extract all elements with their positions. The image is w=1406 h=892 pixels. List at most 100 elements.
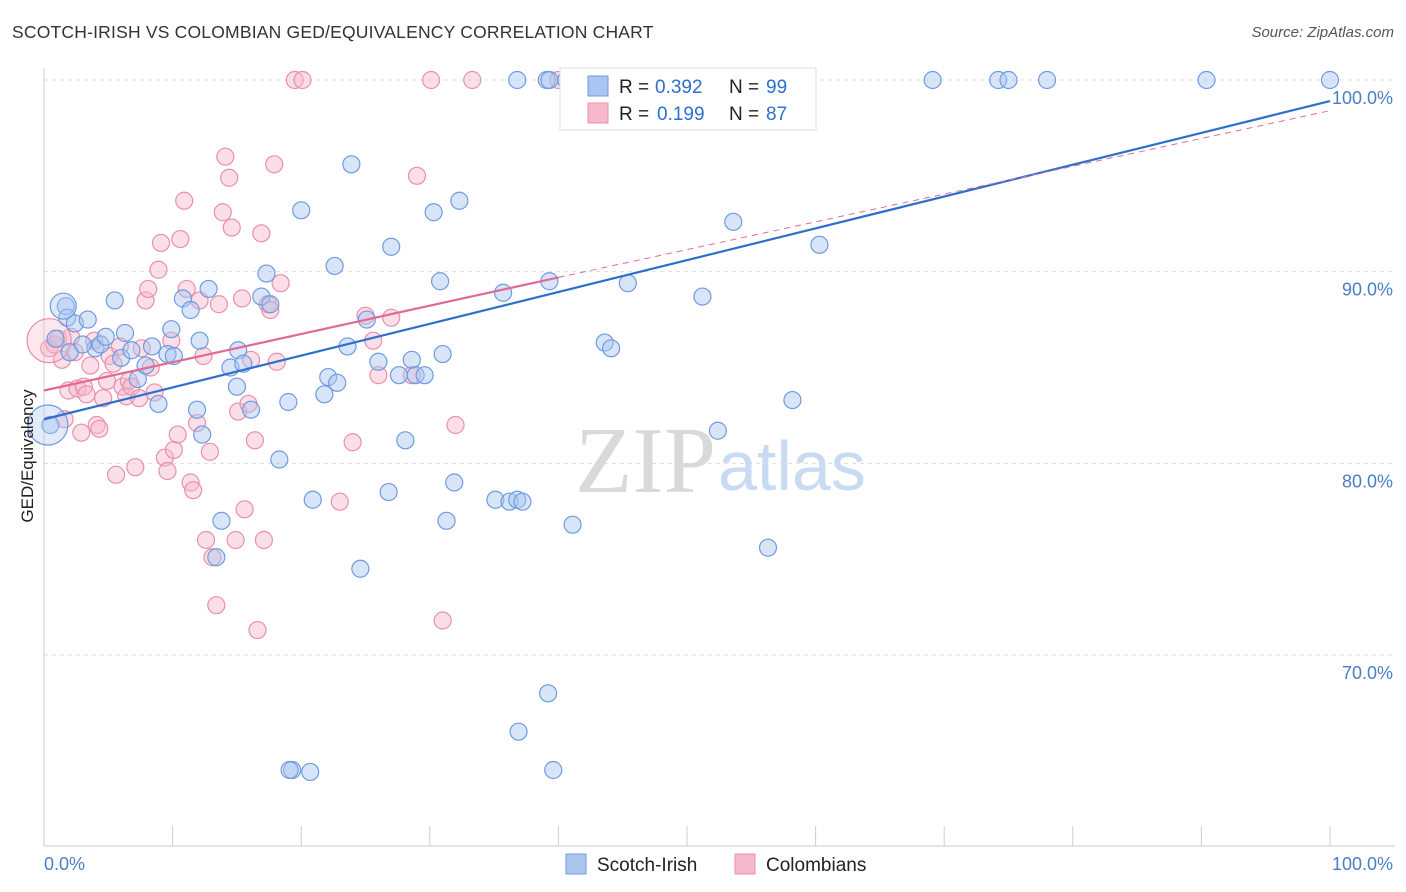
scotch-irish-point-58 (450, 191, 469, 210)
scotch-irish-point-34 (280, 760, 299, 780)
colombians-point-45 (187, 413, 207, 433)
chart-title: SCOTCH-IRISH VS COLOMBIAN GED/EQUIVALENC… (12, 22, 654, 42)
colombians-point-34 (151, 233, 171, 253)
scotch-irish-point-77 (693, 287, 712, 306)
colombians-point-60 (235, 500, 254, 519)
scotch-irish-point-47 (382, 237, 401, 256)
colombians-point-41 (175, 191, 194, 210)
scotch-irish-point-49 (396, 431, 415, 450)
scotch-irish-point-50 (402, 350, 421, 369)
scotch-irish-point-89 (1197, 70, 1216, 90)
colombians-point-78 (369, 366, 388, 385)
colombians-point-53 (213, 203, 232, 222)
scotch-irish-point-57 (445, 473, 464, 492)
colombians-point-15 (90, 419, 109, 438)
legend-r-label-2: R = (619, 104, 649, 125)
scotch-irish-point-3 (78, 310, 97, 329)
colombians-trend-line (43, 276, 559, 392)
bottom-legend-scotch-irish: Scotch-Irish (597, 855, 697, 876)
colombians-point-16 (94, 389, 113, 408)
source-label: Source: ZipAtlas.com (1251, 24, 1394, 41)
colombians-point-33 (149, 260, 168, 279)
colombians-point-84 (446, 415, 465, 435)
colombians-point-49 (200, 442, 219, 461)
scotch-irish-point-29 (257, 264, 276, 283)
scotch-irish-point-88 (1037, 70, 1057, 90)
legend-r-value-1: 0.392 (655, 77, 703, 98)
scotch-irish-point-79 (724, 212, 743, 231)
y-tick-label-90: 90.0% (1342, 280, 1393, 300)
colombians-point-66 (254, 530, 274, 550)
colombians-point-68 (261, 300, 280, 320)
watermark-zip: ZIP (575, 409, 716, 513)
scotch-irish-point-35 (292, 201, 311, 220)
colombians-point-73 (293, 70, 312, 90)
colombians-point-42 (177, 279, 196, 299)
scotch-irish-point-46 (379, 482, 398, 502)
colombians-trend-line-extension (558, 110, 1331, 278)
legend-n-value-2: 87 (766, 104, 787, 125)
colombians-point-40 (171, 229, 190, 249)
scotch-irish-point-23 (207, 548, 226, 567)
scotch-irish-point-38 (315, 385, 334, 404)
scotch-irish-point-53 (424, 203, 443, 222)
colombians-cluster-bubble (26, 318, 72, 364)
scotch-irish-point-98 (328, 373, 347, 392)
y-tick-label-70: 70.0% (1342, 663, 1393, 683)
scotch-irish-point-31 (270, 450, 289, 469)
scotch-irish-point-60 (494, 283, 513, 302)
legend-r-value-2: 0.199 (657, 104, 705, 125)
colombians-point-81 (407, 166, 427, 185)
colombians-point-44 (184, 481, 203, 500)
scotch-irish-point-85 (923, 70, 942, 90)
scotch-irish-point-6 (96, 327, 115, 346)
scotch-irish-point-52 (415, 366, 434, 385)
colombians-point-21 (110, 337, 129, 356)
colombians-point-54 (216, 147, 235, 166)
scotch-irish-point-68 (540, 70, 559, 90)
colombians-point-26 (126, 458, 145, 477)
scotch-irish-point-18 (181, 300, 200, 320)
scotch-irish-point-37 (303, 490, 322, 509)
scotch-irish-point-55 (433, 344, 452, 364)
legend-n-value-1: 99 (766, 77, 787, 98)
scotch-irish-points (27, 70, 1340, 782)
bottom-legend-swatch-pink (734, 853, 756, 875)
colombians-point-72 (285, 70, 304, 90)
bottom-legend-swatch-blue (565, 853, 587, 875)
scotch-irish-point-43 (351, 559, 370, 578)
scotch-irish-point-9 (115, 323, 135, 343)
scotch-irish-point-30 (261, 295, 280, 314)
colombians-point-50 (203, 548, 222, 567)
colombians-point-38 (164, 440, 183, 460)
scotch-irish-point-63 (508, 70, 527, 90)
colombians-point-80 (402, 366, 421, 385)
colombians-point-30 (139, 279, 158, 299)
axes (43, 68, 1395, 847)
scotch-irish-point-27 (241, 400, 261, 419)
bottom-legend-colombians: Colombians (766, 855, 866, 876)
scotch-irish-point-19 (187, 400, 207, 419)
bottom-legend: Scotch-Irish Colombians (565, 853, 866, 876)
y-axis-title: GED/Equivalency (18, 389, 37, 523)
scotch-irish-cluster-bubble-1 (49, 292, 77, 320)
tick-labels: 70.0% 80.0% 90.0% 100.0% 0.0% 100.0% (44, 88, 1393, 874)
colombians-point-74 (330, 492, 349, 511)
legend-swatch-pink (587, 102, 609, 124)
scotch-irish-point-84 (810, 235, 829, 254)
scotch-irish-point-91 (41, 415, 60, 435)
scotch-irish-point-83 (783, 390, 802, 410)
scotch-irish-point-95 (162, 320, 181, 339)
colombians-point-69 (265, 155, 284, 174)
scotch-irish-point-21 (199, 279, 218, 299)
scotch-irish-point-22 (212, 511, 231, 530)
scotch-irish-point-56 (437, 511, 456, 530)
colombians-points (26, 70, 568, 640)
colombians-point-83 (433, 611, 452, 630)
scotch-irish-point-87 (999, 70, 1018, 90)
scotch-irish-point-64 (509, 722, 528, 741)
scotch-irish-point-14 (149, 394, 168, 414)
scotch-irish-point-74 (602, 339, 621, 358)
scotch-irish-point-45 (369, 352, 388, 371)
